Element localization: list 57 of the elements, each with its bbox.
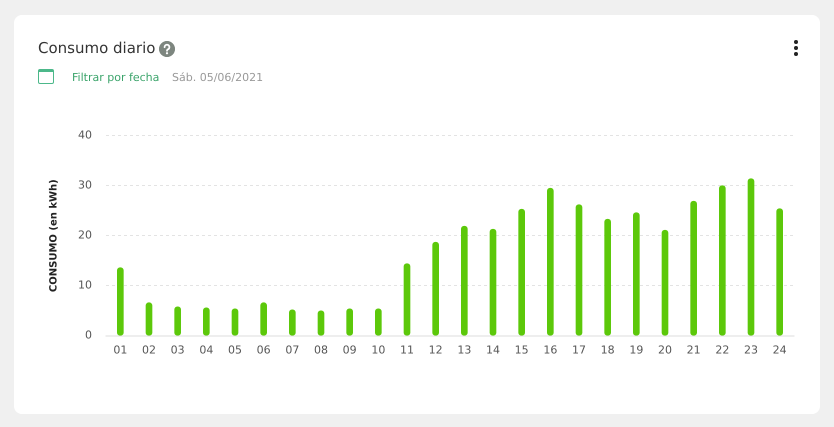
- x-tick-label: 20: [658, 343, 672, 356]
- y-tick-label: 20: [78, 228, 92, 242]
- x-tick-label: 11: [400, 343, 414, 356]
- bar: [117, 267, 124, 336]
- bar: [404, 263, 410, 336]
- x-tick-label: 21: [686, 343, 701, 356]
- x-tick-label: 08: [314, 343, 328, 356]
- x-tick-label: 22: [715, 343, 730, 356]
- x-tick-label: 18: [600, 343, 615, 356]
- x-tick-label: 12: [428, 343, 443, 356]
- bar: [318, 310, 324, 336]
- bar: [633, 212, 640, 336]
- x-tick-label: 09: [342, 343, 357, 356]
- y-axis-title: CONSUMO (en kWh): [48, 179, 60, 292]
- x-tick-label: 07: [285, 343, 300, 356]
- x-tick-label: 14: [486, 343, 500, 356]
- x-tick-label: 16: [543, 343, 558, 356]
- bar: [260, 302, 267, 336]
- x-tick-label: 04: [199, 343, 214, 356]
- x-tick-label: 06: [256, 343, 271, 356]
- chart-subtitle: Sáb. 05/06/2021: [172, 71, 264, 84]
- x-tick-label: 13: [457, 343, 472, 356]
- bar: [461, 226, 468, 336]
- x-tick-label: 05: [228, 343, 242, 356]
- bar: [576, 204, 582, 336]
- x-tick-label: 01: [113, 343, 128, 356]
- bar: [662, 230, 668, 336]
- bar: [146, 302, 152, 336]
- y-tick-label: 10: [78, 278, 92, 292]
- text: Filtrar por fecha: [72, 71, 160, 84]
- bar: [490, 228, 496, 336]
- bar: [518, 208, 525, 336]
- x-tick-label: 15: [514, 343, 529, 356]
- bar: [232, 308, 238, 336]
- bar: [432, 242, 439, 336]
- bar: [174, 306, 181, 336]
- x-tick-label: 02: [142, 343, 156, 356]
- bar: [719, 185, 726, 336]
- x-tick-label: 03: [170, 343, 185, 356]
- bar: [375, 308, 382, 336]
- chart-title: Consumo diario: [38, 39, 156, 57]
- y-tick-label: 30: [78, 178, 92, 192]
- bar: [776, 208, 783, 336]
- y-tick-label: 40: [78, 128, 92, 142]
- bar: [289, 309, 296, 336]
- x-tick-label: 23: [744, 343, 758, 356]
- y-tick-label: 0: [84, 328, 92, 342]
- bar: [203, 307, 210, 336]
- x-tick-label: 19: [629, 343, 644, 356]
- x-tick-label: 24: [772, 343, 787, 356]
- bar: [547, 188, 554, 336]
- bar: [690, 200, 697, 336]
- bar: [604, 218, 611, 336]
- bar: [346, 308, 353, 336]
- bar: [748, 178, 754, 336]
- x-tick-label: 10: [371, 343, 386, 356]
- x-tick-label: 17: [572, 343, 586, 356]
